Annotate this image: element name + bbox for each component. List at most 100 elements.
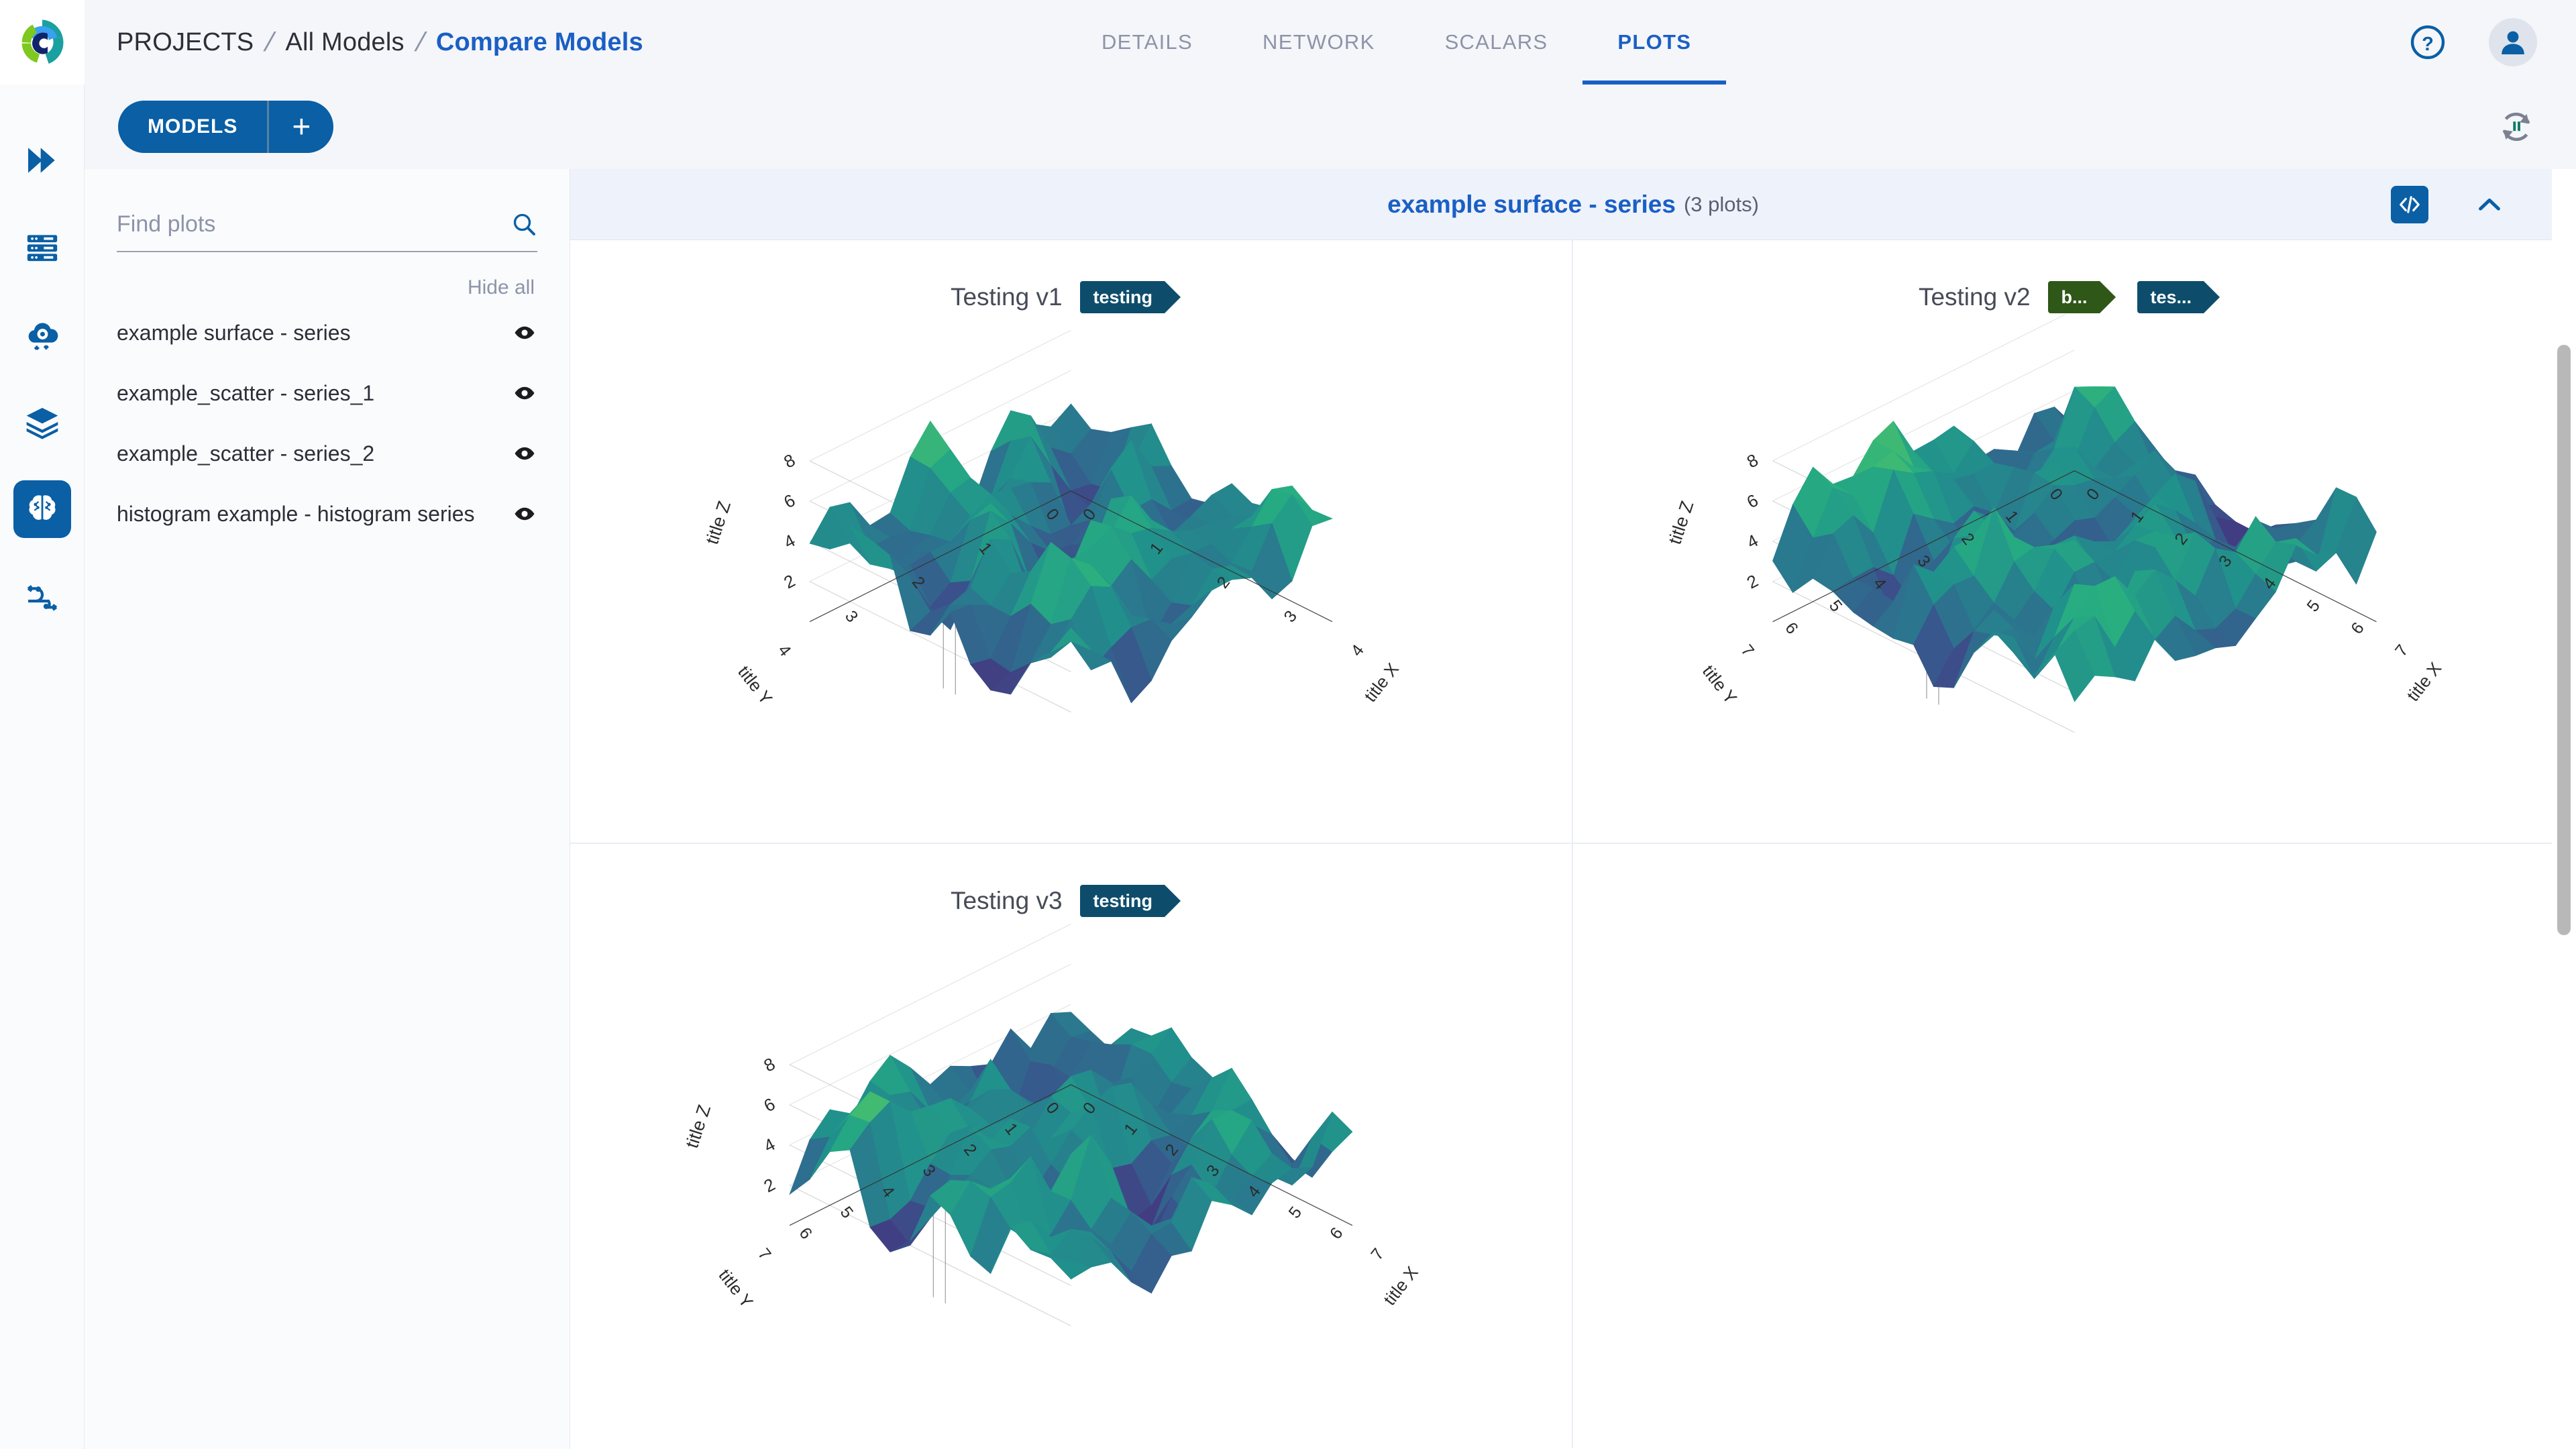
plot-header: Testing v1 testing: [570, 240, 1572, 314]
svg-text:8: 8: [780, 449, 798, 472]
svg-text:title Y: title Y: [1699, 661, 1741, 708]
svg-text:4: 4: [1347, 641, 1368, 660]
svg-text:6: 6: [1781, 619, 1802, 637]
plot-title: Testing v2: [1918, 283, 2031, 311]
app-logo[interactable]: [0, 0, 85, 85]
svg-text:2: 2: [780, 570, 798, 592]
svg-text:3: 3: [1280, 607, 1301, 626]
auto-refresh-button[interactable]: [2496, 106, 2537, 148]
section-header: example surface - series (3 plots): [570, 169, 2576, 240]
eye-icon[interactable]: [513, 382, 536, 405]
hide-all-button[interactable]: Hide all: [467, 276, 535, 299]
models-toolbar: MODELS +: [85, 85, 2576, 169]
sidebar-item-models[interactable]: [13, 480, 71, 538]
list-item[interactable]: example surface - series: [117, 306, 537, 360]
svg-text:title X: title X: [2403, 658, 2446, 705]
svg-text:4: 4: [780, 530, 798, 552]
plot-title: Testing v1: [950, 283, 1063, 311]
tab-network[interactable]: NETWORK: [1263, 30, 1375, 54]
svg-text:2: 2: [760, 1174, 778, 1196]
view-code-button[interactable]: [2391, 185, 2428, 223]
svg-text:7: 7: [1737, 641, 1758, 660]
help-button[interactable]: ?: [2408, 23, 2447, 62]
list-item[interactable]: histogram example - histogram series: [117, 487, 537, 541]
breadcrumb-item-compare-models[interactable]: Compare Models: [435, 28, 643, 56]
header-actions: ?: [2408, 0, 2537, 85]
plot-tags: testing: [1079, 281, 1192, 313]
vertical-scrollbar-track[interactable]: [2552, 169, 2576, 1449]
sidebar-item-experiments[interactable]: [13, 393, 71, 451]
list-item[interactable]: example_scatter - series_1: [117, 366, 537, 420]
vertical-scrollbar-thumb[interactable]: [2557, 345, 2571, 935]
svg-text:7: 7: [1367, 1245, 1388, 1264]
refresh-pause-icon: [2502, 112, 2530, 142]
tab-details[interactable]: DETAILS: [1102, 30, 1193, 54]
top-header: PROJECTS / All Models / Compare Models D…: [0, 0, 2576, 85]
breadcrumb-item-projects[interactable]: PROJECTS: [117, 28, 254, 56]
svg-text:8: 8: [760, 1053, 778, 1075]
eye-icon[interactable]: [513, 502, 536, 525]
search-input[interactable]: [117, 211, 466, 237]
tab-plots[interactable]: PLOTS: [1582, 0, 1727, 85]
main-nav-tabs: DETAILS NETWORK SCALARS PLOTS: [1067, 0, 1727, 85]
svg-text:6: 6: [1743, 490, 1762, 512]
status-badge: testing: [1079, 885, 1181, 917]
svg-text:2: 2: [1743, 570, 1762, 592]
sidebar-item-datasets[interactable]: [13, 219, 71, 276]
svg-text:4: 4: [774, 641, 795, 660]
workflow-pipeline-icon: [27, 585, 57, 611]
clearml-logo-icon: [21, 19, 64, 64]
svg-text:title X: title X: [1379, 1263, 1422, 1309]
plot-list-item-label: example surface - series: [117, 320, 351, 345]
code-brackets-icon: [2400, 195, 2420, 213]
svg-text:7: 7: [2392, 641, 2412, 660]
eye-icon[interactable]: [513, 442, 536, 465]
eye-icon[interactable]: [513, 321, 536, 344]
models-button-group: MODELS +: [118, 101, 334, 153]
svg-text:8: 8: [1743, 449, 1762, 472]
svg-text:7: 7: [754, 1245, 775, 1264]
svg-text:4: 4: [1743, 530, 1762, 552]
plot-header: Testing v3 testing: [570, 844, 1572, 918]
add-model-button[interactable]: +: [292, 109, 311, 145]
svg-text:title Z: title Z: [682, 1102, 714, 1150]
section-plot-count: (3 plots): [1683, 192, 1759, 216]
sidebar-item-reports[interactable]: [13, 568, 71, 625]
breadcrumb-separator-1: /: [262, 27, 278, 57]
breadcrumb-item-all-models[interactable]: All Models: [285, 28, 405, 56]
plot-tags: b... tes...: [2047, 281, 2231, 313]
models-button[interactable]: MODELS: [148, 115, 238, 138]
svg-text:title Y: title Y: [714, 1265, 757, 1311]
sidebar-item-pipelines[interactable]: [13, 131, 71, 189]
svg-text:4: 4: [760, 1134, 778, 1156]
plot-list-panel: Hide all example surface - series exampl…: [85, 169, 570, 1449]
breadcrumb-separator-2: /: [412, 27, 429, 57]
plot-list-item-label: example_scatter - series_2: [117, 441, 375, 466]
brain-icon: [28, 495, 56, 520]
svg-text:5: 5: [2303, 596, 2324, 615]
search-icon[interactable]: [511, 211, 537, 237]
svg-text:3: 3: [841, 607, 862, 626]
section-title: example surface - series: [1387, 190, 1676, 218]
collapse-section-button[interactable]: [2474, 189, 2505, 220]
plot-header: Testing v2 b... tes...: [1573, 240, 2576, 314]
status-badge: testing: [1079, 281, 1181, 313]
svg-text:title Z: title Z: [702, 498, 735, 547]
plot-card[interactable]: Testing v2 b... tes... 2 4 6 8 0 1 2 3 4 5 6 7 title…: [1573, 240, 2576, 844]
status-badge: b...: [2047, 281, 2116, 313]
chevron-up-icon: [2479, 198, 2500, 211]
plot-card-empty: [1573, 844, 2576, 1448]
avatar[interactable]: [2489, 18, 2537, 66]
breadcrumb: PROJECTS / All Models / Compare Models: [117, 28, 643, 58]
sidebar-item-orchestration[interactable]: [13, 306, 71, 364]
list-item[interactable]: example_scatter - series_2: [117, 427, 537, 480]
svg-text:6: 6: [760, 1093, 778, 1116]
svg-text:title Z: title Z: [1664, 498, 1697, 547]
tab-scalars[interactable]: SCALARS: [1444, 30, 1548, 54]
